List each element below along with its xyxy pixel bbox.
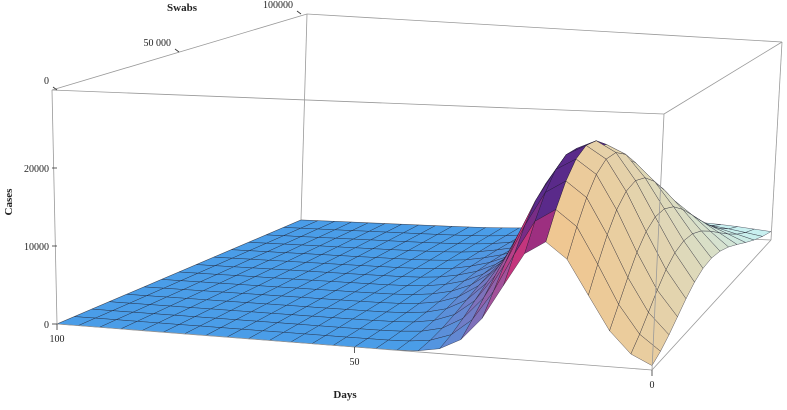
x-tick-label: 100 [50,334,65,345]
box-edge [51,13,308,91]
surface-mesh [56,140,772,366]
box-edge [306,13,783,43]
x-axis-title: Days [333,389,357,401]
y-tick-label-mark [296,10,302,15]
y-tick-label: 0 [44,76,49,87]
z-tick-label: 0 [44,320,49,331]
box-edge [300,13,308,221]
box-edge [51,89,665,115]
x-tick-label: 50 [350,357,360,368]
box-edge [651,239,772,371]
y-tick-label: 100000 [263,0,293,11]
y-axis-title: Swabs [167,2,198,14]
x-tick-label: 0 [650,380,655,391]
box-edge [770,41,783,241]
y-tick-label: 50 000 [144,38,172,49]
y-tick-label-mark [174,48,180,53]
y-tick-label-mark [52,86,58,91]
box-edge [651,113,665,371]
z-tick-label: 20000 [24,164,49,175]
box-edge [663,41,783,115]
box-edge [51,89,58,325]
surface-cell [417,334,452,352]
z-tick-label: 10000 [24,242,49,253]
z-axis-title: Cases [3,188,15,216]
